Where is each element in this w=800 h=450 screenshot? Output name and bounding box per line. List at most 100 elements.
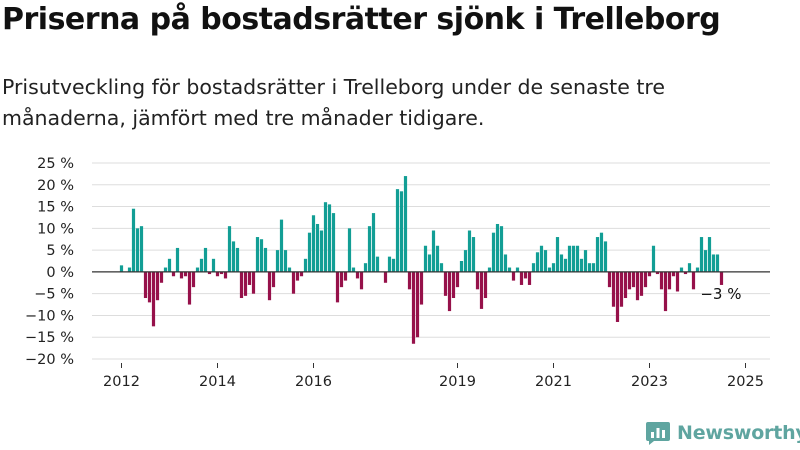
- bar: [703, 250, 708, 272]
- bar: [351, 267, 356, 272]
- y-tick-label: 15 %: [37, 200, 74, 216]
- bar: [227, 226, 232, 272]
- bar: [315, 223, 320, 272]
- bar: [295, 271, 300, 281]
- x-axis-ticks: 2012 2014 2016 2019 2021 2023 2025: [103, 363, 764, 390]
- bar: [511, 271, 516, 281]
- bar: [595, 237, 600, 272]
- bar: [219, 271, 224, 275]
- bar: [719, 271, 724, 285]
- y-tick-label: 25 %: [37, 156, 74, 172]
- y-tick-label: 0 %: [46, 265, 74, 281]
- bar: [395, 189, 400, 272]
- bar: [239, 271, 244, 299]
- x-tick-label: 2021: [535, 374, 572, 390]
- bar: [411, 271, 416, 344]
- bar: [631, 271, 636, 288]
- bar: [303, 258, 308, 272]
- bar: [439, 263, 444, 272]
- x-tick-label: 2025: [727, 374, 764, 390]
- bar: [247, 271, 252, 285]
- bar: [207, 271, 212, 275]
- bar: [343, 271, 348, 281]
- bar: [459, 261, 464, 272]
- y-axis-ticks: 25 % 20 % 15 % 10 % 5 % 0 % −5 % −10 % −15 % −20 …: [25, 156, 74, 368]
- bar: [611, 271, 616, 307]
- bar: [347, 228, 352, 272]
- bar: [391, 258, 396, 272]
- bar: [319, 230, 324, 272]
- bar: [355, 271, 360, 279]
- bar: [655, 271, 660, 275]
- bar: [607, 271, 612, 288]
- bar: [287, 267, 292, 272]
- bar: [259, 239, 264, 272]
- bar: [695, 267, 700, 272]
- bar: [291, 271, 296, 294]
- bar: [539, 245, 544, 272]
- bar: [195, 267, 200, 272]
- bar: [359, 271, 364, 290]
- bar: [527, 271, 532, 285]
- bar: [283, 250, 288, 272]
- bar: [479, 271, 484, 309]
- bar: [127, 267, 132, 272]
- bar: [683, 271, 688, 275]
- bar: [575, 245, 580, 272]
- bar: [139, 226, 144, 272]
- bar: [427, 254, 432, 272]
- bar: [407, 271, 412, 290]
- bar: [119, 265, 124, 272]
- bar: [383, 271, 388, 283]
- newsworthy-logo: Newsworthy: [645, 419, 800, 447]
- bar: [623, 271, 628, 299]
- x-tick-label: 2014: [199, 374, 236, 390]
- bar: [335, 271, 340, 303]
- bar: [251, 271, 256, 294]
- bar: [235, 247, 240, 272]
- bar: [159, 271, 164, 283]
- bar: [599, 232, 604, 272]
- bar: [471, 237, 476, 272]
- bar: [543, 250, 548, 272]
- bar: [679, 267, 684, 272]
- bar: [387, 256, 392, 272]
- bar: [399, 191, 404, 272]
- bar: [203, 247, 208, 272]
- bar: [699, 237, 704, 272]
- bar: [455, 271, 460, 288]
- bar: [619, 271, 624, 307]
- bar: [299, 271, 304, 277]
- bar: [555, 237, 560, 272]
- bar: [371, 213, 376, 272]
- bar: [323, 202, 328, 272]
- bar: [487, 267, 492, 272]
- chart-title: Priserna på bostadsrätter sjönk i Trelle…: [2, 2, 721, 37]
- bar: [243, 271, 248, 296]
- bar: [451, 271, 456, 299]
- bar: [475, 271, 480, 290]
- bar: [643, 271, 648, 288]
- bar: [519, 271, 524, 285]
- bar: [211, 258, 216, 272]
- bar: [515, 267, 520, 272]
- bar: [131, 208, 136, 272]
- x-tick-label: 2012: [103, 374, 140, 390]
- bar: [339, 271, 344, 288]
- bar: [155, 271, 160, 301]
- y-tick-label: −5 %: [34, 287, 74, 303]
- bar: [463, 250, 468, 272]
- bar: [171, 271, 176, 277]
- bar: [659, 271, 664, 290]
- bar: [367, 226, 372, 272]
- bar: [179, 271, 184, 279]
- chart-bars: [119, 176, 724, 344]
- bar: [507, 267, 512, 272]
- bar: [311, 215, 316, 272]
- bar: [307, 232, 312, 272]
- bar: [175, 247, 180, 272]
- brand-name: Newsworthy: [677, 422, 800, 444]
- bar: [435, 245, 440, 272]
- bar: [255, 237, 260, 272]
- bar: [279, 219, 284, 272]
